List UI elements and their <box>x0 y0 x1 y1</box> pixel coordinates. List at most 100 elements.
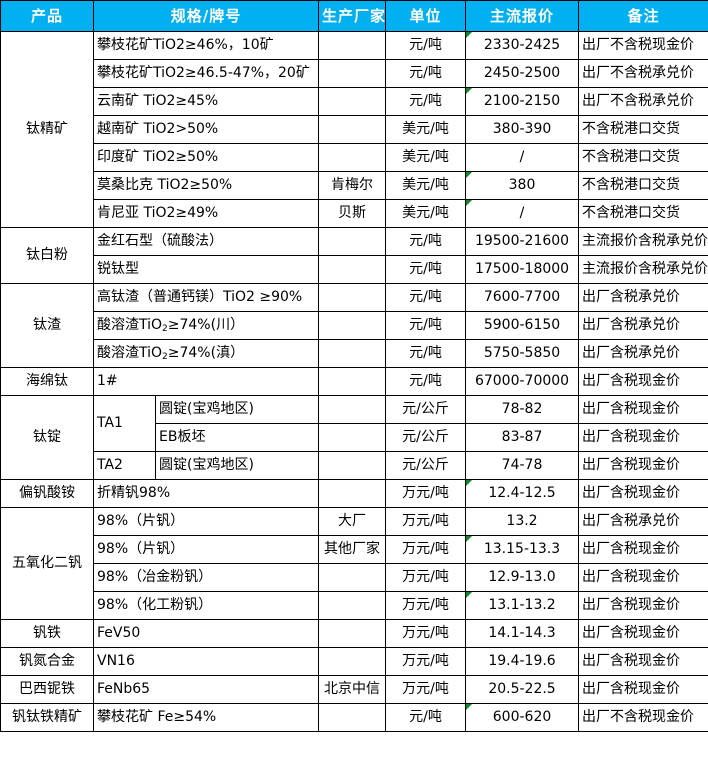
price-table: 产品 规格/牌号 生产厂家 单位 主流报价 备注 钛精矿 攀枝花矿TiO2≥46%… <box>0 0 708 732</box>
cell-product: 钛白粉 <box>0 227 94 284</box>
table-row: 98%（片钒） 其他厂家 万元/吨 13.15-13.3 出厂含税现金价 <box>1 535 708 564</box>
cell-price-flagged: 380 <box>465 171 580 200</box>
cell-grade: 酸溶渣TiO2≥74%(滇） <box>92 339 320 368</box>
table-row: 98%（化工粉钒） 万元/吨 13.1-13.2 出厂含税现金价 <box>1 591 708 620</box>
cell-maker <box>318 87 387 116</box>
cell-remark: 出厂含税现金价 <box>578 535 708 564</box>
cell-maker <box>318 563 387 592</box>
cell-unit: 元/吨 <box>385 59 467 88</box>
cell-remark: 主流报价含税承兑价 <box>578 255 708 284</box>
cell-maker <box>318 423 387 452</box>
cell-maker <box>318 479 387 508</box>
table-row: 海绵钛 1# 元/吨 67000-70000 出厂含税现金价 <box>0 367 708 396</box>
cell-remark: 出厂含税现金价 <box>578 591 708 620</box>
table-header: 产品 规格/牌号 生产厂家 单位 主流报价 备注 <box>0 0 708 32</box>
cell-grade: 1# <box>92 367 320 396</box>
cell-price: 380-390 <box>465 115 580 144</box>
cell-remark: 出厂含税承兑价 <box>578 311 708 340</box>
cell-remark: 出厂含税承兑价 <box>578 507 708 536</box>
column-header-product: 产品 <box>0 0 94 32</box>
table-row: 肯尼亚 TiO2≥49% 贝斯 美元/吨 / 不含税港口交货 <box>1 199 708 228</box>
cell-unit: 美元/吨 <box>385 199 467 228</box>
table-row: 偏钒酸铵 折精钒98% 万元/吨 12.4-12.5 出厂含税现金价 <box>0 479 708 508</box>
table-row: 酸溶渣TiO2≥74%(滇） 元/吨 5750-5850 出厂含税承兑价 <box>1 339 708 368</box>
cell-unit: 万元/吨 <box>385 619 467 648</box>
cell-maker <box>318 311 387 340</box>
cell-grade: 酸溶渣TiO2≥74%(川） <box>92 311 320 340</box>
cell-remark: 不含税港口交货 <box>578 171 708 200</box>
cell-unit: 万元/吨 <box>385 535 467 564</box>
cell-price: 5750-5850 <box>465 339 580 368</box>
cell-price: 19.4-19.6 <box>465 647 580 676</box>
cell-unit: 万元/吨 <box>385 675 467 704</box>
cell-product: 巴西铌铁 <box>0 675 94 704</box>
cell-remark: 不含税港口交货 <box>578 115 708 144</box>
cell-remark: 主流报价含税承兑价 <box>578 227 708 256</box>
cell-remark: 出厂不含税承兑价 <box>578 87 708 116</box>
cell-product: 偏钒酸铵 <box>0 479 94 508</box>
cell-grade: 折精钒98% <box>92 479 320 508</box>
cell-maker: 北京中信 <box>318 675 387 704</box>
table-row: 钒铁 FeV50 万元/吨 14.1-14.3 出厂含税现金价 <box>0 619 708 648</box>
cell-maker <box>318 255 387 284</box>
table-row: 攀枝花矿TiO2≥46.5-47%，20矿 元/吨 2450-2500 出厂不含税承兑… <box>1 59 708 88</box>
cell-maker <box>318 367 387 396</box>
column-header-price: 主流报价 <box>465 0 580 32</box>
cell-maker: 贝斯 <box>318 199 387 228</box>
cell-price: 20.5-22.5 <box>465 675 580 704</box>
cell-remark: 不含税港口交货 <box>578 143 708 172</box>
cell-price: 14.1-14.3 <box>465 619 580 648</box>
cell-price: 19500-21600 <box>465 227 580 256</box>
cell-maker <box>318 115 387 144</box>
cell-grade: 越南矿 TiO2>50% <box>92 115 320 144</box>
cell-remark: 出厂含税现金价 <box>578 619 708 648</box>
cell-unit: 元/吨 <box>385 367 467 396</box>
cell-price-flagged: 13.1-13.2 <box>465 591 580 620</box>
cell-remark: 出厂含税现金价 <box>578 675 708 704</box>
cell-price-flagged: 600-620 <box>465 703 580 732</box>
cell-unit: 元/吨 <box>385 255 467 284</box>
cell-price: 7600-7700 <box>465 283 580 312</box>
column-header-maker: 生产厂家 <box>318 0 387 32</box>
cell-grade: 攀枝花矿TiO2≥46%，10矿 <box>92 31 320 60</box>
cell-unit: 万元/吨 <box>385 507 467 536</box>
cell-maker <box>318 283 387 312</box>
cell-product: 钛锭 <box>0 395 94 480</box>
cell-product: 钛精矿 <box>0 31 94 228</box>
cell-grade: VN16 <box>92 647 320 676</box>
cell-remark: 出厂含税现金价 <box>578 479 708 508</box>
cell-maker <box>318 395 387 424</box>
cell-product: 钛渣 <box>0 283 94 368</box>
cell-remark: 出厂不含税承兑价 <box>578 59 708 88</box>
cell-grade: 98%（冶金粉钒） <box>92 563 320 592</box>
cell-grade: 攀枝花矿TiO2≥46.5-47%，20矿 <box>92 59 320 88</box>
cell-grade-code: TA1 <box>93 395 156 452</box>
cell-maker: 其他厂家 <box>318 535 387 564</box>
cell-product: 钒钛铁精矿 <box>0 703 94 732</box>
cell-grade: 高钛渣（普通钙镁）TiO2 ≥90% <box>92 283 320 312</box>
cell-price: 78-82 <box>465 395 580 424</box>
table-row: 钛精矿 攀枝花矿TiO2≥46%，10矿 元/吨 2330-2425 出厂不含税现金价 <box>0 31 708 228</box>
cell-price: 13.2 <box>465 507 580 536</box>
table-row: TA2 圆锭(宝鸡地区) 元/公斤 74-78 出厂含税现金价 <box>1 451 708 480</box>
cell-unit: 美元/吨 <box>385 115 467 144</box>
cell-unit: 万元/吨 <box>385 591 467 620</box>
cell-product: 海绵钛 <box>0 367 94 396</box>
table-row: 印度矿 TiO2≥50% 美元/吨 / 不含税港口交货 <box>1 143 708 172</box>
cell-grade: FeNb65 <box>92 675 320 704</box>
table-row: 钛锭 TA1 圆锭(宝鸡地区) 元/公斤 78-82 出厂含税现金价 <box>0 395 708 480</box>
cell-unit: 元/公斤 <box>385 395 467 424</box>
cell-maker <box>318 647 387 676</box>
table-row: 钛白粉 金红石型（硫酸法） 元/吨 19500-21600 主流报价含税承兑价 <box>0 227 708 284</box>
table-row: 云南矿 TiO2≥45% 元/吨 2100-2150 出厂不含税承兑价 <box>1 87 708 116</box>
cell-price-flagged: 13.15-13.3 <box>465 535 580 564</box>
cell-grade: 攀枝花矿 Fe≥54% <box>92 703 320 732</box>
cell-remark: 出厂含税现金价 <box>578 395 708 424</box>
cell-grade: 98%（片钒） <box>92 535 320 564</box>
column-header-remark: 备注 <box>578 0 708 32</box>
table-row: 锐钛型 元/吨 17500-18000 主流报价含税承兑价 <box>1 255 708 284</box>
cell-grade: FeV50 <box>92 619 320 648</box>
cell-price-flagged: 2100-2150 <box>465 87 580 116</box>
cell-unit: 元/吨 <box>385 311 467 340</box>
cell-unit: 元/吨 <box>385 703 467 732</box>
